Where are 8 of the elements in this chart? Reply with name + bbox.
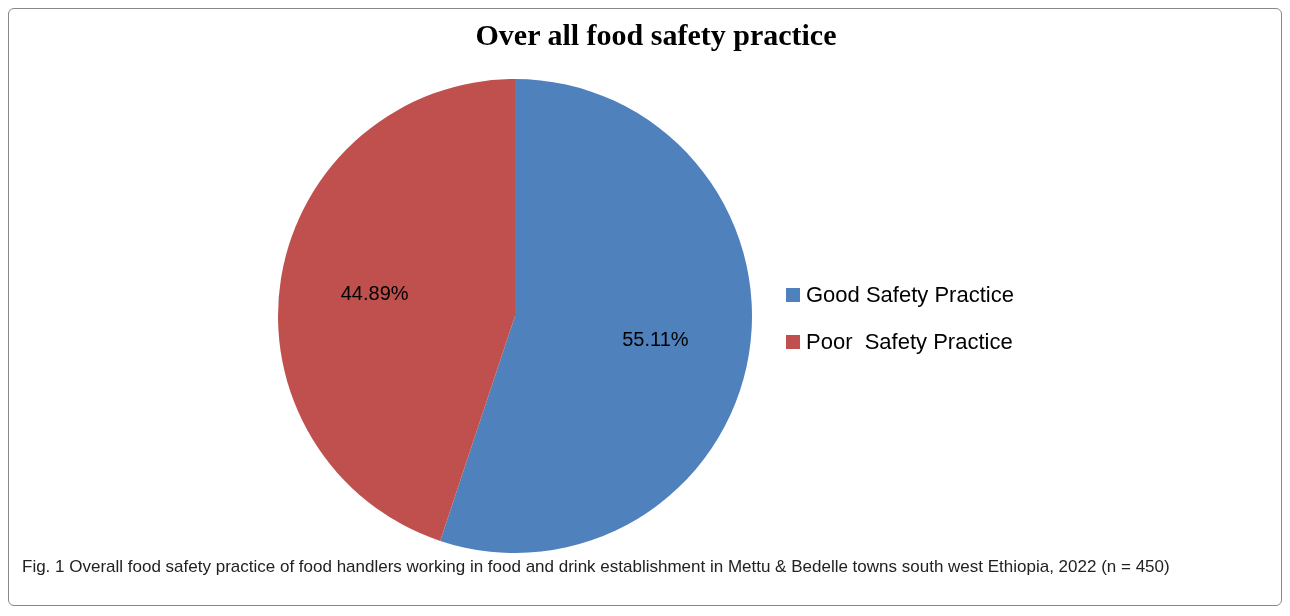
legend-label: Poor Safety Practice [806,328,1013,355]
pie-slice [440,79,752,553]
data-label: 55.11% [622,327,689,350]
legend-label: Good Safety Practice [806,281,1014,308]
chart-title: Over all food safety practice [474,18,838,52]
data-label: 44.89% [340,282,409,305]
caption: Fig. 1 Overall food safety practice of food handlers working in food and drink establishment in Mettu & Bedelle towns south west Ethiopia, 2022 (n = 450) [22,556,1171,578]
pie-slice [278,79,515,541]
